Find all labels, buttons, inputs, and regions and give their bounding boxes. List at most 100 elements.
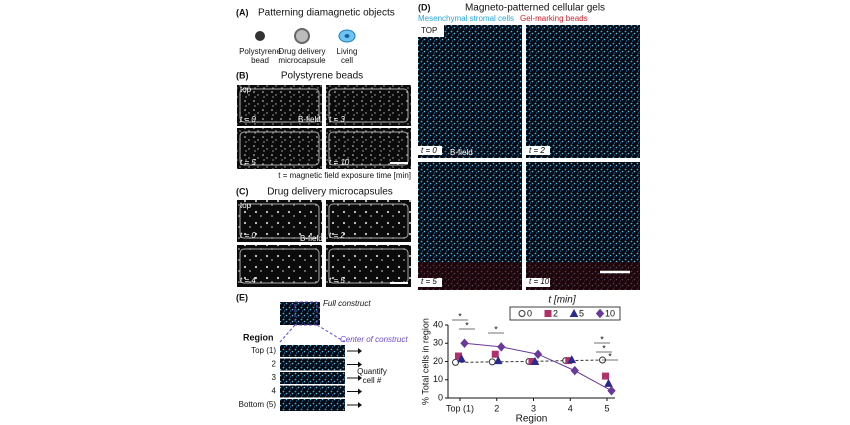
time-label: t = 2 xyxy=(529,146,545,155)
micrograph xyxy=(237,245,322,287)
time-label: t = 2 xyxy=(329,231,345,240)
significance: * xyxy=(494,324,498,334)
capsule-icon xyxy=(294,28,310,44)
panel-label: (A) xyxy=(236,7,249,17)
marker xyxy=(533,349,543,359)
item-label: cell xyxy=(341,56,353,65)
significance: * xyxy=(465,320,469,330)
x-tick-label: Top (1) xyxy=(446,403,474,413)
micrograph xyxy=(326,200,411,242)
micrograph xyxy=(326,245,411,287)
marker xyxy=(457,354,466,363)
legend-label: 0 xyxy=(527,308,532,318)
y-tick-label: 0 xyxy=(438,392,443,402)
y-tick-label: 10 xyxy=(433,374,443,384)
center-label: Center of construct xyxy=(340,335,408,344)
panel-title: Patterning diamagnetic objects xyxy=(258,8,395,19)
time-label: t = 5 xyxy=(421,277,437,286)
channel-outline xyxy=(328,248,409,284)
legend-box xyxy=(509,306,621,321)
x-axis-label: Region xyxy=(516,414,548,425)
arrowhead xyxy=(358,361,362,368)
item-label: bead xyxy=(251,56,269,65)
marker xyxy=(493,356,503,365)
x-tick-label: 3 xyxy=(531,403,536,413)
legend-label: 2 xyxy=(553,308,558,318)
quantify-label: cell # xyxy=(363,376,382,385)
field-label: B-field xyxy=(300,234,323,243)
arrowhead xyxy=(358,348,362,354)
legend-label: 5 xyxy=(579,308,584,318)
legend-title: t [min] xyxy=(548,295,575,306)
label-bg xyxy=(418,146,442,155)
marker xyxy=(530,356,540,365)
panel-title: Magneto-patterned cellular gels xyxy=(465,3,605,14)
channel-outline xyxy=(239,248,320,284)
zoom-line xyxy=(279,324,296,343)
region-strip xyxy=(280,345,345,357)
row-label: 4 xyxy=(272,387,277,396)
label-bg xyxy=(526,278,550,287)
region-strip xyxy=(280,399,345,411)
time-label: t = 10 xyxy=(529,277,550,286)
time-label: t = 0 xyxy=(240,231,256,240)
channel-outline xyxy=(239,203,320,239)
marker xyxy=(452,358,459,366)
label-bg xyxy=(526,146,550,155)
legend-beads: Gel-marking beads xyxy=(520,14,588,23)
row-label: Bottom (5) xyxy=(239,400,277,409)
cell-image xyxy=(418,25,522,158)
time-label: t = 10 xyxy=(329,158,350,167)
panel-title: Drug delivery microcapsules xyxy=(267,187,393,198)
time-label: t = 5 xyxy=(329,276,345,285)
channel-outline xyxy=(328,203,409,239)
channel-outline xyxy=(328,131,409,166)
item-label: Drug delivery xyxy=(278,47,325,56)
marker xyxy=(602,372,609,380)
micrograph xyxy=(237,85,322,126)
marker xyxy=(567,355,577,364)
quantify-label: Quantify xyxy=(357,367,387,376)
top-bg xyxy=(418,25,444,37)
marker xyxy=(491,350,499,358)
zoom-line xyxy=(316,324,346,343)
time-label: t = 0 xyxy=(421,146,437,155)
significance: * xyxy=(458,311,462,321)
significance: * xyxy=(602,343,606,353)
arrowhead xyxy=(358,388,362,395)
marker xyxy=(595,308,605,319)
legend-cells: Mesenchymal stromal cells xyxy=(418,14,514,23)
row-label: Top (1) xyxy=(251,346,276,355)
channel-outline xyxy=(239,131,320,166)
marker xyxy=(570,365,579,376)
region-title: Region xyxy=(243,332,274,342)
region-strip xyxy=(280,372,345,384)
center-box xyxy=(294,301,318,326)
panel-label: (E) xyxy=(236,292,248,302)
full-label: Full construct xyxy=(323,299,371,308)
x-tick-label: 2 xyxy=(494,403,499,413)
arrowhead xyxy=(358,402,362,408)
panel-title: Polystyrene beads xyxy=(281,71,363,82)
y-axis-label: % Total cells in region xyxy=(420,318,430,405)
micrograph xyxy=(326,85,411,126)
item-label: Living xyxy=(337,47,358,56)
significance: * xyxy=(608,351,612,361)
item-label: microcapsule xyxy=(278,56,326,65)
caption: t = magnetic field exposure time [min] xyxy=(278,171,411,180)
micrograph xyxy=(237,200,322,242)
marker xyxy=(607,385,616,396)
legend-label: 10 xyxy=(605,308,615,318)
label-bg xyxy=(418,278,442,287)
field-label: B-field xyxy=(450,148,473,157)
time-label: t = 5 xyxy=(240,158,256,167)
marker xyxy=(460,338,469,349)
marker xyxy=(569,308,579,317)
top-label: TOP xyxy=(421,26,437,35)
row-label: 3 xyxy=(272,373,277,382)
bead-icon xyxy=(255,31,265,41)
micrograph xyxy=(237,128,322,169)
marker xyxy=(544,310,552,317)
marker xyxy=(604,378,613,387)
